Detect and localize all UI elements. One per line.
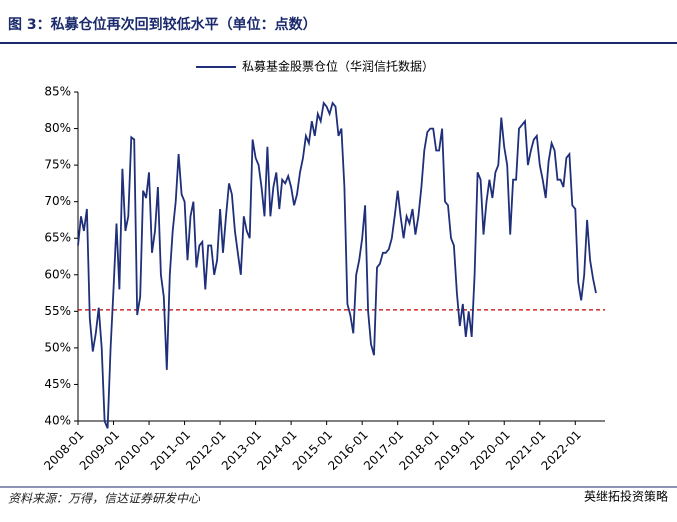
source: 资料来源：万得，信达证券研发中心 (8, 492, 201, 506)
y-tick-label: 85% (44, 85, 71, 99)
chart-title: 图 3：私募仓位再次回到较低水平（单位：点数） (8, 16, 317, 33)
y-tick-label: 70% (44, 194, 71, 208)
y-tick-label: 45% (44, 377, 71, 391)
x-tick-label: 2022-01 (539, 428, 584, 473)
y-tick-label: 50% (44, 340, 71, 354)
y-tick-label: 65% (44, 231, 71, 245)
legend-label: 私募基金股票仓位（华润信托数据） (242, 59, 434, 74)
series-line (77, 100, 597, 429)
y-tick-label: 60% (44, 267, 71, 281)
y-tick-label: 55% (44, 304, 71, 318)
y-tick-label: 75% (44, 158, 71, 172)
watermark: 英继拓投资策略 (584, 489, 668, 504)
y-tick-label: 40% (44, 414, 71, 428)
y-tick-label: 80% (44, 121, 71, 135)
